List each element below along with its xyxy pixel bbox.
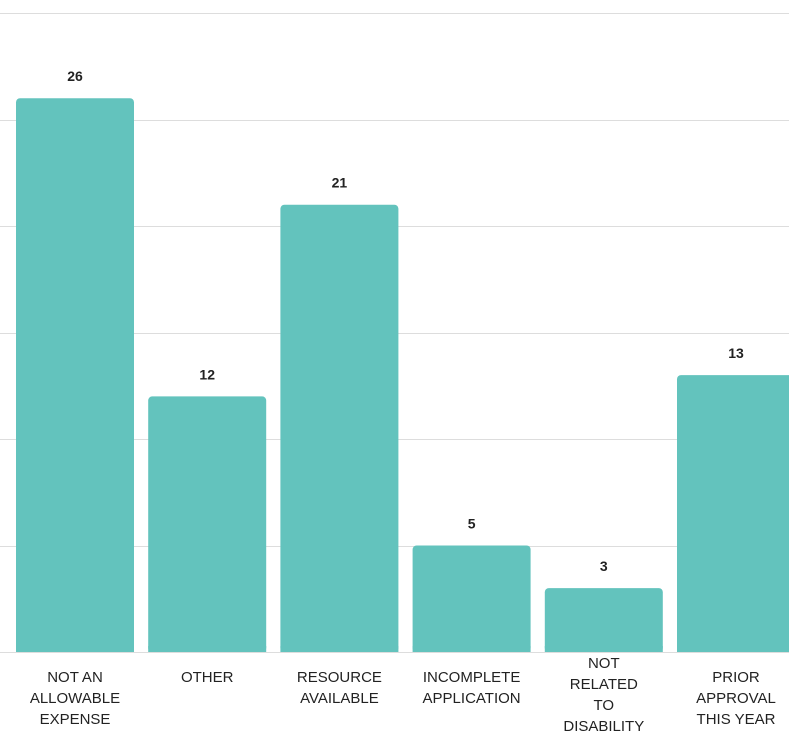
bar <box>148 396 267 652</box>
bar <box>16 98 134 652</box>
data-label: 5 <box>468 516 476 532</box>
category-label: RESOURCE AVAILABLE <box>297 669 382 707</box>
bar <box>677 375 789 652</box>
bar-base <box>412 646 531 652</box>
bar <box>412 545 531 652</box>
category-label: NOT RELATED TO DISABILITY <box>563 655 644 735</box>
data-label: 13 <box>728 345 744 361</box>
data-label: 12 <box>199 366 215 382</box>
data-label: 3 <box>600 558 608 574</box>
data-label: 21 <box>332 175 348 191</box>
bar-base <box>280 646 399 652</box>
bar-base <box>544 646 663 652</box>
category-labels: NOT AN ALLOWABLE EXPENSE OTHER RESOURCE AVAIL… <box>30 655 776 735</box>
bar-base <box>677 646 789 652</box>
bar-base <box>16 646 134 652</box>
bar <box>280 204 399 652</box>
bar <box>544 588 663 652</box>
bars <box>16 98 789 652</box>
category-label: OTHER <box>181 669 234 686</box>
category-label: PRIOR APPROVAL THIS YEAR <box>696 669 776 728</box>
category-label: NOT AN ALLOWABLE EXPENSE <box>30 669 120 728</box>
category-label: INCOMPLETE APPLICATION <box>423 669 521 707</box>
bar-base <box>148 646 267 652</box>
data-label: 26 <box>67 68 83 84</box>
data-labels: 26 12 21 5 3 13 <box>67 68 744 574</box>
